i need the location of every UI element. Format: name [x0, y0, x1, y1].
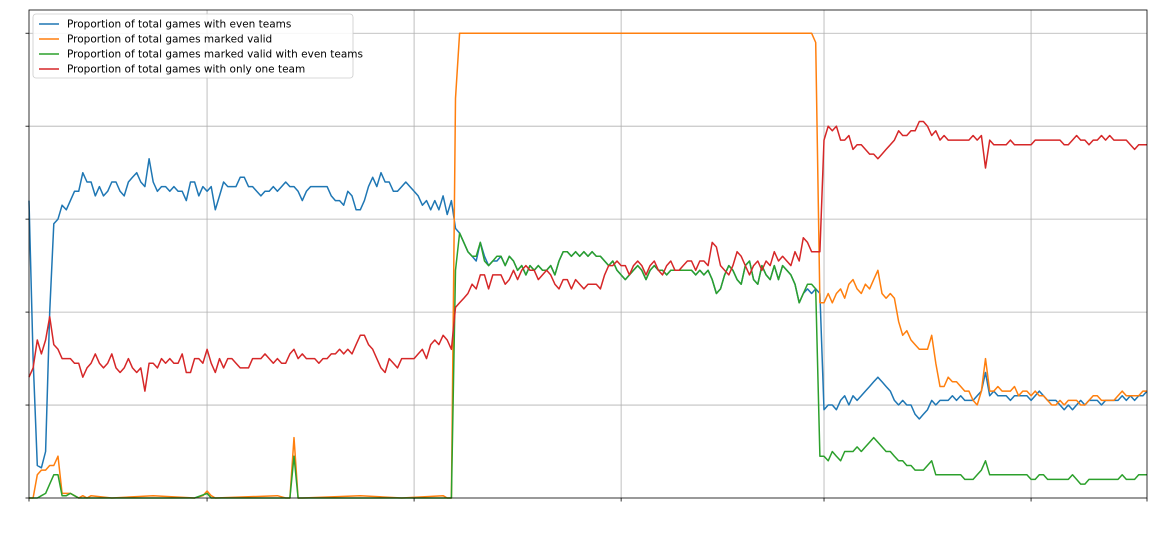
axes-frame — [28, 9, 1148, 499]
plot-frame — [25, 9, 1148, 502]
legend-box — [32, 13, 354, 79]
series-line-1 — [28, 157, 1148, 469]
legend-label: Proportion of total games marked valid w… — [67, 49, 363, 61]
grid — [29, 10, 1147, 498]
legend-label: Proportion of total games with only one … — [67, 64, 305, 76]
series-line-4 — [28, 120, 1147, 392]
series-line-2 — [29, 32, 1147, 499]
legend-label: Proportion of total games marked valid — [67, 34, 272, 46]
series-line-3 — [29, 232, 1147, 499]
series-lines — [28, 32, 1148, 499]
legend: Proportion of total games with even team… — [32, 13, 363, 79]
legend-label: Proportion of total games with even team… — [67, 19, 291, 31]
